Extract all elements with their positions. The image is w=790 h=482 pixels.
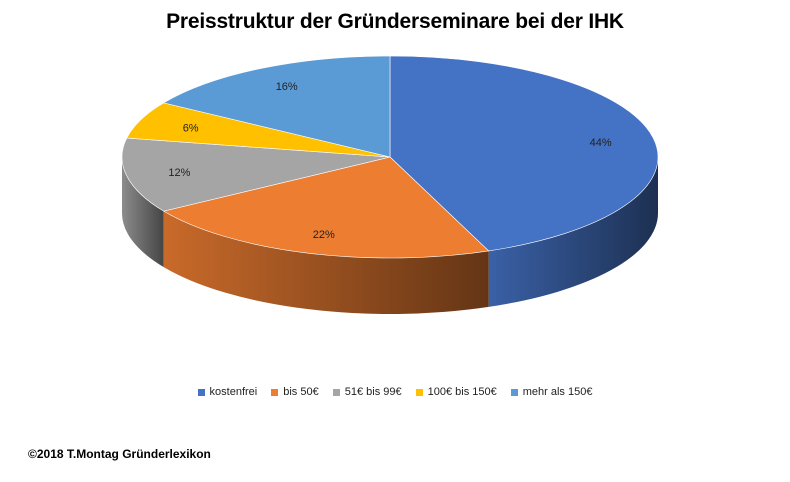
pie-side-kostenfrei: [488, 157, 658, 307]
legend-item: mehr als 150€: [510, 386, 593, 398]
legend-label: bis 50€: [283, 386, 319, 398]
legend-swatch: [415, 388, 423, 396]
legend-label: 100€ bis 150€: [427, 386, 497, 398]
legend-label: 51€ bis 99€: [344, 386, 402, 398]
data-label: 16%: [276, 81, 298, 93]
legend-item: 100€ bis 150€: [415, 386, 497, 398]
chart-title: Preisstruktur der Gründerseminare bei de…: [166, 10, 624, 33]
copyright-text: ©2018 T.Montag Gründerlexikon: [28, 447, 211, 461]
data-label: 6%: [183, 122, 199, 134]
legend-swatch: [197, 388, 205, 396]
legend: kostenfrei bis 50€ 51€ bis 99€ 100€ bis 150…: [0, 386, 790, 398]
pie-slice-51-bis-99-: [121, 137, 391, 212]
pie-slice-mehr-als-150-: [162, 55, 391, 158]
legend-swatch: [510, 388, 518, 396]
legend-label: mehr als 150€: [522, 386, 593, 398]
legend-swatch: [332, 388, 340, 396]
data-label: 44%: [590, 137, 612, 149]
legend-swatch: [271, 388, 279, 396]
data-label: 22%: [313, 229, 335, 241]
legend-label: kostenfrei: [209, 386, 258, 398]
legend-item: bis 50€: [271, 386, 319, 398]
pie-slice-bis-50-: [162, 156, 490, 259]
pie-side-51-bis-99-: [122, 157, 164, 268]
legend-item: 51€ bis 99€: [332, 386, 402, 398]
pie-slice-kostenfrei: [389, 55, 659, 252]
data-label: 12%: [168, 167, 190, 179]
legend-item: kostenfrei: [197, 386, 258, 398]
pie-side-bis-50-: [163, 211, 489, 314]
